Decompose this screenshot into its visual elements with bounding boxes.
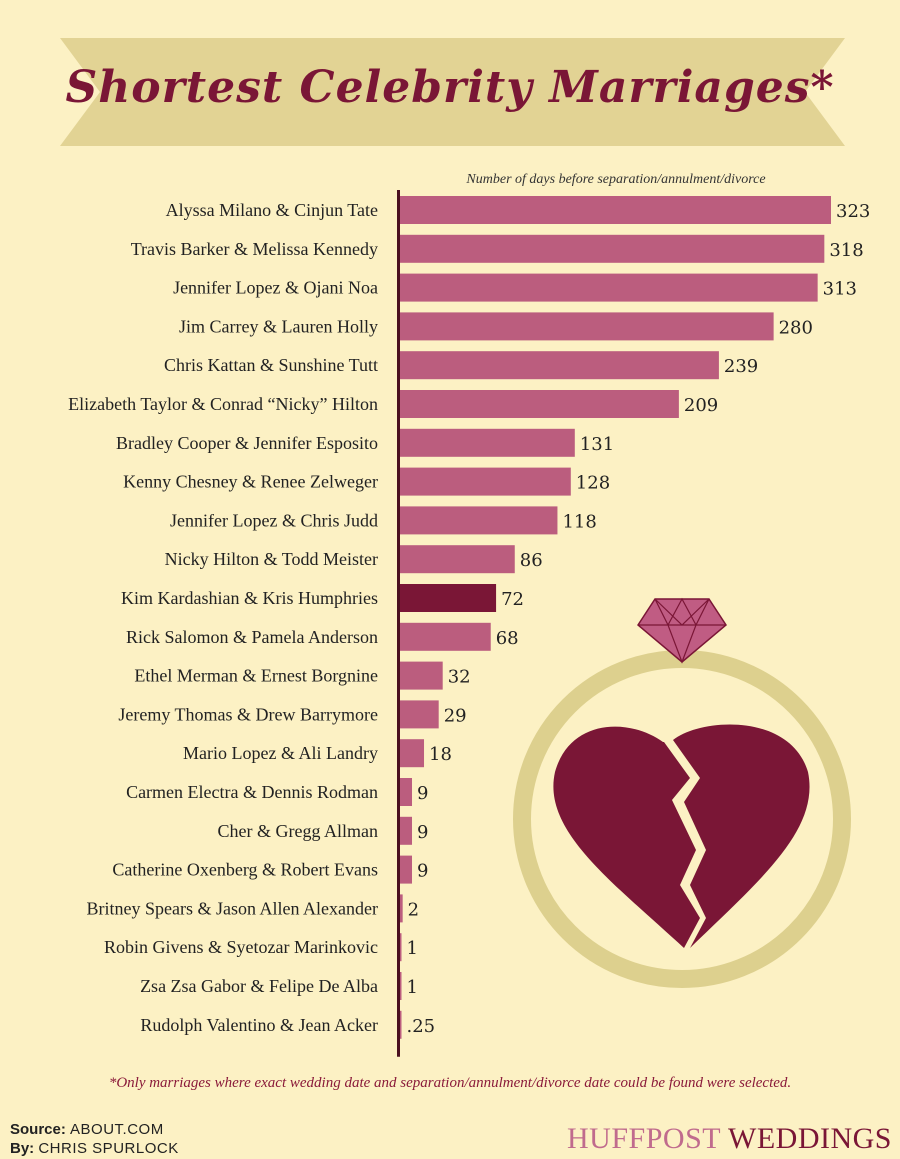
title-banner <box>60 38 845 146</box>
bar <box>400 972 402 1000</box>
category-label: Britney Spears & Jason Allen Alexander <box>87 898 378 918</box>
source-value: ABOUT.COM <box>70 1121 164 1138</box>
category-label: Jeremy Thomas & Drew Barrymore <box>118 704 378 724</box>
credits: Source: ABOUT.COM By: CHRIS SPURLOCK <box>10 1120 179 1158</box>
bar <box>400 816 413 845</box>
value-label: 86 <box>520 550 543 571</box>
chart-title: Shortest Celebrity Marriages* <box>65 62 835 113</box>
bar <box>400 467 571 496</box>
value-label: 9 <box>417 783 428 804</box>
value-label: 1 <box>407 977 418 998</box>
value-label: 131 <box>580 434 614 455</box>
category-label: Zsa Zsa Gabor & Felipe De Alba <box>140 976 378 996</box>
value-label: 118 <box>562 511 596 532</box>
diamond-ring-icon <box>637 597 727 664</box>
value-label: 68 <box>496 628 519 649</box>
value-label: 18 <box>429 744 452 765</box>
value-label: 29 <box>444 705 467 726</box>
bar <box>400 390 679 418</box>
bar-highlight <box>400 584 497 612</box>
category-label: Robin Givens & Syetozar Marinkovic <box>104 937 378 957</box>
bar <box>400 1010 402 1039</box>
category-label: Ethel Merman & Ernest Borgnine <box>134 666 378 686</box>
value-label: 318 <box>829 240 863 261</box>
bar <box>400 196 831 224</box>
x-axis-label: Number of days before separation/annulme… <box>466 172 766 187</box>
category-label: Chris Kattan & Sunshine Tutt <box>164 355 378 375</box>
value-label: 32 <box>448 667 471 688</box>
value-label: 9 <box>417 822 428 843</box>
category-label: Jennifer Lopez & Ojani Noa <box>173 278 378 298</box>
bar <box>400 700 439 729</box>
category-label: Mario Lopez & Ali Landry <box>183 743 378 763</box>
source-label: Source: <box>10 1121 66 1138</box>
value-label: 72 <box>501 589 524 610</box>
category-label: Rudolph Valentino & Jean Acker <box>140 1015 378 1035</box>
bar <box>400 894 403 923</box>
category-label: Rick Salomon & Pamela Anderson <box>126 627 378 647</box>
category-label: Alyssa Milano & Cinjun Tate <box>166 200 378 220</box>
bar <box>400 933 402 962</box>
bar-chart: Alyssa Milano & Cinjun Tate 323 Travis Bar… <box>68 190 870 1057</box>
bar <box>400 351 719 380</box>
brand-part-2: WEDDINGS <box>728 1122 892 1155</box>
value-label: 128 <box>576 473 610 494</box>
huffpost-weddings-logo: HUFFPOST WEDDINGS <box>567 1122 892 1156</box>
category-label: Kim Kardashian & Kris Humphries <box>121 588 378 608</box>
author-line: By: CHRIS SPURLOCK <box>10 1139 179 1158</box>
bar <box>400 855 413 884</box>
category-label: Elizabeth Taylor & Conrad “Nicky” Hilton <box>68 394 378 414</box>
footnote: *Only marriages where exact wedding date… <box>108 1075 792 1091</box>
value-label: 239 <box>724 356 758 377</box>
category-label: Kenny Chesney & Renee Zelweger <box>123 472 378 492</box>
broken-heart-icon <box>553 724 810 948</box>
brand-part-1: HUFFPOST <box>567 1122 721 1155</box>
bar <box>400 661 443 690</box>
value-label: 9 <box>417 861 428 882</box>
value-label: 313 <box>823 279 857 300</box>
category-label: Travis Barker & Melissa Kennedy <box>131 239 378 259</box>
category-label: Nicky Hilton & Todd Meister <box>165 549 378 569</box>
bar <box>400 312 774 341</box>
bar <box>400 506 558 535</box>
category-label: Jennifer Lopez & Chris Judd <box>170 510 378 530</box>
value-label: 323 <box>836 201 870 222</box>
category-label: Jim Carrey & Lauren Holly <box>179 316 378 336</box>
bar <box>400 622 491 651</box>
value-label: 2 <box>408 899 419 920</box>
bar <box>400 428 575 457</box>
bar <box>400 545 515 574</box>
value-label: 209 <box>684 395 718 416</box>
source-line: Source: ABOUT.COM <box>10 1120 179 1139</box>
category-label: Bradley Cooper & Jennifer Esposito <box>116 433 378 453</box>
bar <box>400 273 818 302</box>
value-label: 1 <box>407 938 418 959</box>
value-label: 280 <box>779 317 813 338</box>
bar <box>400 739 425 768</box>
author-value: CHRIS SPURLOCK <box>38 1140 179 1157</box>
value-label: .25 <box>407 1016 436 1037</box>
bar <box>400 778 413 806</box>
bar <box>400 234 825 263</box>
category-label: Carmen Electra & Dennis Rodman <box>126 782 378 802</box>
category-label: Cher & Gregg Allman <box>218 821 378 841</box>
author-label: By: <box>10 1140 35 1157</box>
category-label: Catherine Oxenberg & Robert Evans <box>112 860 378 880</box>
